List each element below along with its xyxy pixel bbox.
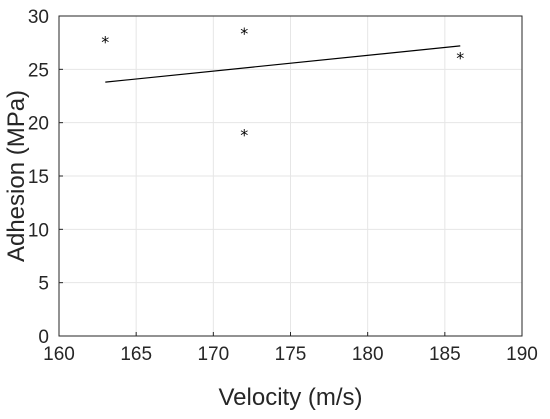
x-tick-label: 165 [120, 344, 152, 365]
x-tick-label: 185 [429, 344, 461, 365]
y-tick-label: 25 [28, 60, 49, 81]
x-axis-title: Velocity (m/s) [218, 384, 362, 411]
y-tick-label: 20 [28, 114, 49, 135]
data-point: * [101, 33, 109, 52]
data-point: * [240, 24, 248, 43]
y-tick-label: 30 [28, 7, 49, 28]
y-tick-label: 10 [28, 220, 49, 241]
y-tick-label: 0 [38, 327, 49, 348]
y-tick-label: 15 [28, 167, 49, 188]
data-point: * [456, 49, 464, 68]
y-tick-label: 5 [38, 274, 49, 295]
data-points: * * * * [101, 24, 464, 144]
data-point: * [240, 125, 248, 144]
y-axis-ticks: 0 5 10 15 20 25 30 [28, 7, 63, 348]
x-tick-label: 160 [43, 344, 75, 365]
x-tick-label: 180 [352, 344, 384, 365]
grid [58, 15, 523, 337]
x-tick-label: 175 [275, 344, 307, 365]
x-tick-label: 170 [197, 344, 229, 365]
x-tick-label: 190 [506, 344, 538, 365]
trend-line [105, 45, 461, 83]
x-axis-ticks: 160 165 170 175 180 185 190 [43, 332, 538, 365]
y-axis-title: Adhesion (MPa) [3, 90, 30, 262]
